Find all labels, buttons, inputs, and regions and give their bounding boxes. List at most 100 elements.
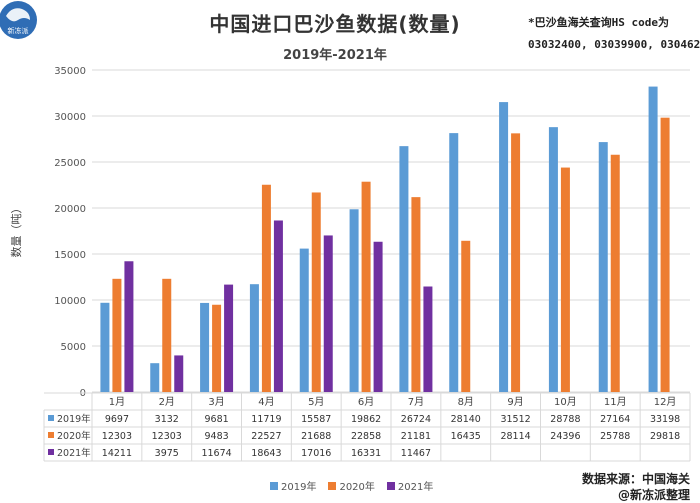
chart-legend: 2019年 2020年 2021年 [270, 478, 433, 493]
legend-item-2021: 2021年 [386, 478, 434, 493]
data-label: 17016 [301, 448, 331, 459]
x-tick-label: 3月 [208, 396, 224, 408]
data-label: 33198 [650, 414, 680, 425]
bar-2019 [499, 102, 509, 392]
hs-code-note: *巴沙鱼海关查询HS code为 [528, 16, 669, 29]
bar-2021 [224, 284, 234, 392]
data-label: 12303 [102, 431, 132, 442]
bar-2020 [212, 304, 222, 392]
x-tick-label: 2月 [159, 396, 175, 408]
bar-2021 [124, 261, 134, 392]
chart-subtitle: 2019年-2021年 [283, 48, 387, 63]
data-label: 22527 [251, 431, 281, 442]
hs-code-list: 03032400, 03039900, 03046290 [528, 38, 700, 51]
y-tick-label: 15000 [54, 250, 86, 261]
legend-item-2020: 2020年 [328, 478, 375, 493]
data-label: 9697 [105, 414, 129, 425]
bar-2021 [373, 241, 383, 392]
chart-title: 中国进口巴沙鱼数据(数量) [209, 12, 461, 36]
x-tick-label: 11月 [604, 396, 627, 408]
data-label: 22858 [351, 431, 381, 442]
data-label: 24396 [550, 431, 580, 442]
data-label: 21181 [401, 431, 431, 442]
data-credit: @新冻派整理 [617, 488, 690, 502]
data-label: 9681 [204, 414, 228, 425]
data-label: 16435 [451, 431, 481, 442]
bar-2021 [323, 235, 333, 392]
legend-item-2019: 2019年 [270, 478, 316, 493]
data-label: 16331 [351, 448, 381, 459]
data-label: 12303 [152, 431, 182, 442]
table-swatch-2019 [48, 415, 54, 421]
bar-2020 [261, 184, 271, 392]
data-label: 26724 [401, 414, 431, 425]
bar-2020 [361, 181, 371, 392]
data-label: 3975 [155, 448, 179, 459]
bar-2021 [423, 286, 433, 392]
legend-swatch [328, 481, 337, 490]
bar-2019 [548, 127, 558, 393]
logo-text: 新冻派 [8, 26, 29, 35]
data-source: 数据来源：中国海关 [581, 472, 690, 486]
data-label: 18643 [251, 448, 281, 459]
y-tick-label: 35000 [54, 66, 86, 77]
data-label: 3132 [155, 414, 179, 425]
bar-2019 [100, 302, 110, 392]
x-tick-label: 9月 [507, 396, 523, 408]
x-tick-label: 8月 [458, 396, 474, 408]
x-tick-label: 1月 [109, 396, 125, 408]
bar-2020 [610, 154, 620, 392]
data-label: 31512 [500, 414, 530, 425]
bar-2021 [174, 355, 184, 392]
legend-label: 2019年 [281, 482, 317, 493]
y-tick-label: 10000 [54, 296, 86, 307]
bar-2019 [449, 133, 459, 392]
data-label: 15587 [301, 414, 331, 425]
bar-2019 [200, 302, 210, 392]
bar-2020 [162, 278, 172, 392]
x-tick-label: 4月 [258, 396, 274, 408]
x-tick-label: 7月 [408, 396, 424, 408]
table-row-label: 2020年 [57, 430, 91, 442]
bar-2020 [112, 278, 122, 392]
legend-label: 2021年 [397, 482, 434, 493]
bar-2019 [249, 284, 259, 392]
bar-2020 [411, 197, 421, 392]
data-label: 11719 [251, 414, 281, 425]
x-tick-label: 12月 [654, 396, 677, 408]
data-label: 21688 [301, 431, 331, 442]
y-tick-label: 5000 [61, 342, 86, 353]
legend-swatch [270, 481, 278, 490]
bar-2020 [461, 240, 471, 392]
bar-2020 [511, 133, 521, 392]
y-tick-label: 20000 [54, 204, 86, 215]
data-label: 29818 [650, 431, 680, 442]
data-label: 11674 [201, 448, 231, 459]
legend-swatch [386, 481, 395, 490]
y-tick-label: 25000 [54, 158, 86, 169]
table-swatch-2021 [48, 449, 54, 455]
bar-2020 [311, 192, 321, 392]
bar-2020 [560, 167, 570, 392]
data-label: 14211 [102, 448, 132, 459]
bar-2019 [150, 363, 160, 392]
data-label: 28140 [451, 414, 481, 425]
data-label: 28114 [500, 431, 530, 442]
x-tick-label: 10月 [554, 396, 577, 408]
x-tick-label: 5月 [308, 396, 324, 408]
data-label: 19862 [351, 414, 381, 425]
data-label: 25788 [600, 431, 630, 442]
data-label: 11467 [401, 448, 431, 459]
bar-2019 [648, 86, 658, 392]
table-swatch-2020 [48, 432, 54, 438]
bar-2019 [299, 248, 309, 392]
bar-2021 [273, 220, 283, 392]
bar-2019 [598, 142, 608, 392]
data-label: 28788 [550, 414, 580, 425]
legend-label: 2020年 [339, 482, 375, 493]
brand-logo: 新冻派 [0, 1, 37, 39]
bar-2020 [660, 117, 670, 392]
bar-2019 [399, 146, 409, 392]
bar-2019 [349, 209, 359, 392]
